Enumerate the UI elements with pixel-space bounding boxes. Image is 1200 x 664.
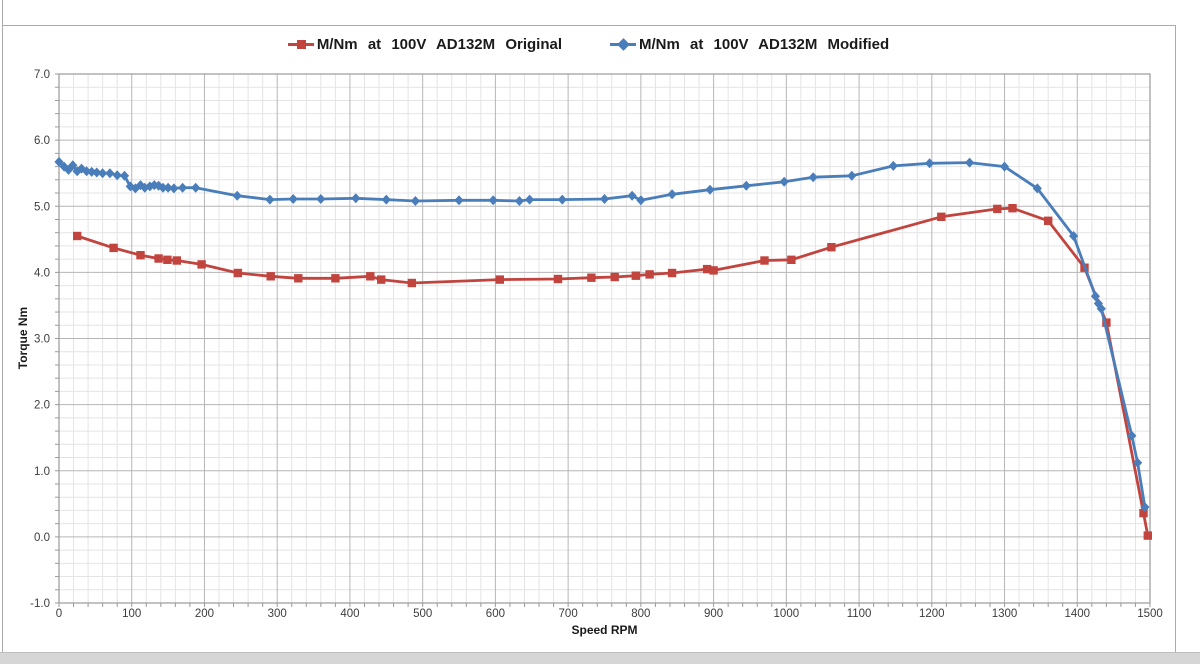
series-modified-line	[57, 160, 1147, 509]
svg-text:500: 500	[413, 608, 432, 620]
window-left-border	[2, 0, 3, 652]
legend-item-modified: M/Nm at 100V AD132M Modified	[610, 36, 889, 53]
series-original-line	[75, 206, 1150, 537]
legend-item-original: M/Nm at 100V AD132M Original	[287, 35, 562, 53]
legend-marker-square-icon	[287, 37, 314, 51]
svg-text:0.0: 0.0	[34, 532, 50, 544]
bottom-gray-bar	[0, 652, 1200, 664]
svg-text:3.0: 3.0	[34, 334, 50, 346]
svg-text:6.0: 6.0	[34, 135, 50, 147]
svg-text:1500: 1500	[1137, 608, 1163, 620]
svg-text:1400: 1400	[1064, 608, 1090, 620]
svg-text:800: 800	[631, 608, 650, 620]
svg-text:4.0: 4.0	[34, 267, 50, 279]
series-original-markers	[73, 204, 1152, 540]
svg-text:600: 600	[486, 608, 505, 620]
svg-text:1000: 1000	[774, 608, 800, 620]
legend-marker-diamond-icon	[610, 37, 636, 51]
svg-text:1100: 1100	[847, 608, 872, 620]
chart-frame-right-border	[1175, 25, 1176, 652]
svg-text:200: 200	[195, 608, 214, 620]
chart-frame-top-border	[2, 25, 1176, 26]
legend-label-modified: M/Nm at 100V AD132M Modified	[639, 35, 890, 53]
svg-text:2.0: 2.0	[34, 400, 50, 412]
y-axis-title: Torque Nm	[16, 306, 30, 370]
series-modified-markers	[54, 156, 1150, 513]
svg-text:700: 700	[559, 608, 578, 620]
svg-text:100: 100	[122, 608, 141, 620]
svg-text:400: 400	[340, 608, 359, 620]
svg-text:900: 900	[704, 608, 723, 620]
svg-text:7.0: 7.0	[34, 69, 50, 81]
chart-legend: M/Nm at 100V AD132M Original M/Nm at 100…	[0, 33, 1177, 55]
svg-text:-1.0: -1.0	[30, 598, 50, 610]
svg-text:5.0: 5.0	[34, 201, 50, 213]
svg-text:0: 0	[56, 608, 62, 620]
svg-text:300: 300	[268, 608, 287, 620]
svg-text:1.0: 1.0	[34, 466, 50, 478]
svg-text:1200: 1200	[919, 608, 945, 620]
svg-text:1300: 1300	[992, 608, 1018, 620]
legend-label-original: M/Nm at 100V AD132M Original	[316, 35, 562, 53]
x-axis-title: Speed RPM	[571, 623, 638, 637]
